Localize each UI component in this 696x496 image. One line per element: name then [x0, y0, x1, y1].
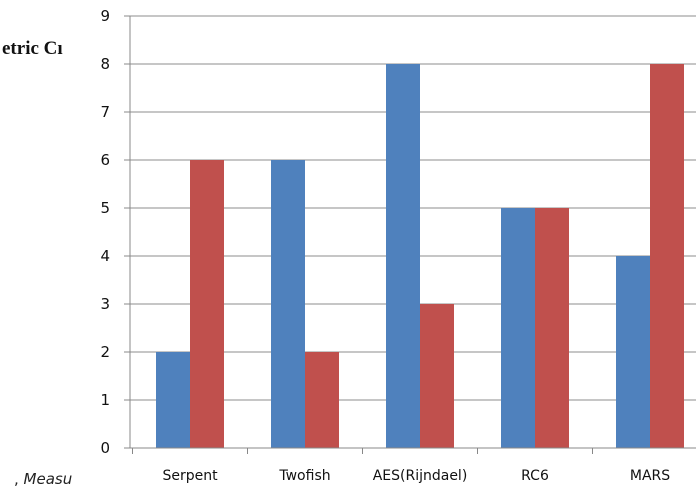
- cropped-caption: , Measu: [14, 470, 72, 488]
- bar-serpent-series-1: [156, 352, 190, 448]
- bar-rc6-series-2: [535, 208, 569, 448]
- y-tick-label: 0: [100, 439, 110, 457]
- bar-mars-series-1: [616, 256, 650, 448]
- bar-aes-rijndael--series-1: [386, 64, 420, 448]
- y-tick-label: 7: [100, 103, 110, 121]
- bar-twofish-series-1: [271, 160, 305, 448]
- bar-twofish-series-2: [305, 352, 339, 448]
- bar-mars-series-2: [650, 64, 684, 448]
- y-tick-label: 4: [100, 247, 110, 265]
- bars: [156, 64, 684, 448]
- bar-rc6-series-1: [501, 208, 535, 448]
- bar-aes-rijndael--series-2: [420, 304, 454, 448]
- x-category-label: Twofish: [278, 468, 330, 484]
- y-tick-label: 9: [100, 7, 110, 25]
- y-tick-label: 5: [100, 199, 110, 217]
- bar-serpent-series-2: [190, 160, 224, 448]
- x-category-label: Serpent: [162, 468, 218, 484]
- caption-fragment: Measu: [23, 470, 73, 488]
- y-tick-label: 8: [100, 55, 110, 73]
- caption-prefix: ,: [14, 470, 24, 488]
- cropped-title: etric Cı: [2, 38, 63, 59]
- y-tick-label: 6: [100, 151, 110, 169]
- x-axis-labels: Serpent Twofish AES(Rijndael) RC6 MARS: [132, 448, 670, 484]
- y-tick-label: 3: [100, 295, 110, 313]
- y-tick-label: 2: [100, 343, 110, 361]
- y-axis-ticks: 0 1 2 3 4 5 6 7 8 9: [100, 7, 130, 457]
- y-tick-label: 1: [100, 391, 110, 409]
- x-category-label: RC6: [521, 468, 549, 484]
- x-category-label: MARS: [630, 468, 670, 484]
- x-category-label: AES(Rijndael): [373, 468, 468, 484]
